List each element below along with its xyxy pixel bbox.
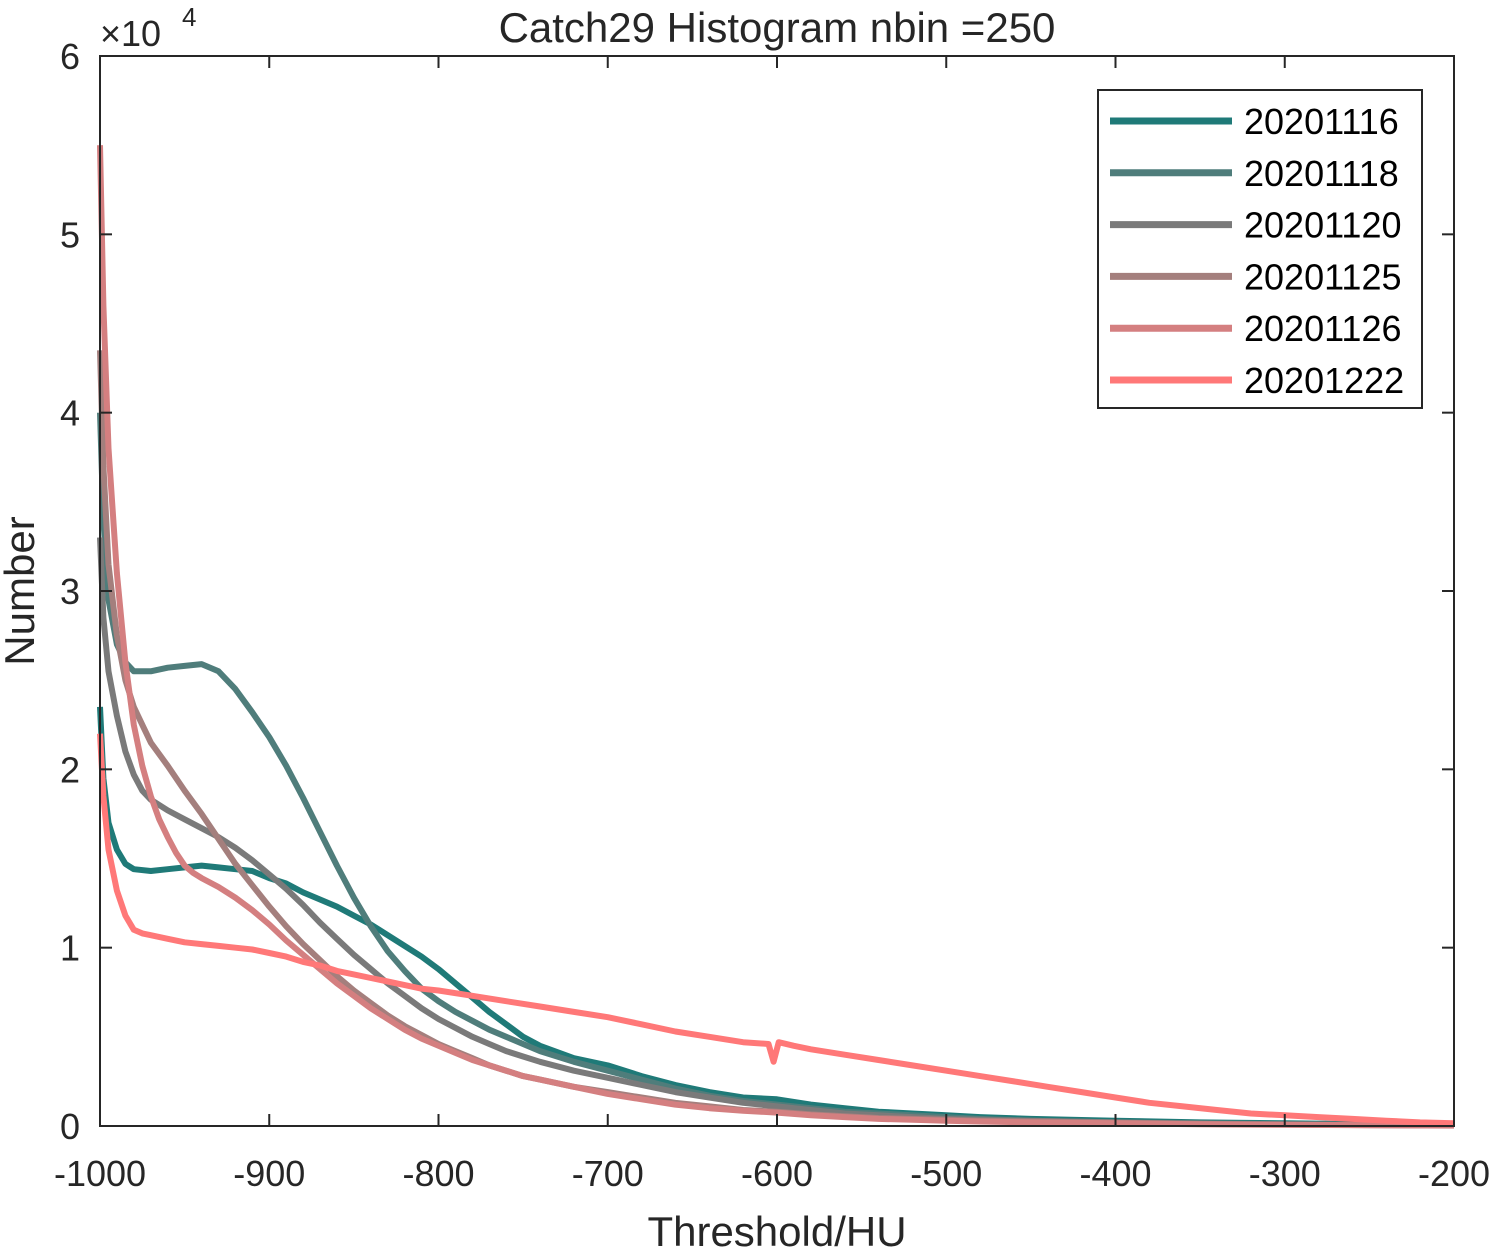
x-tick-label: -800 [402,1153,474,1194]
series-line-20201222 [97,733,1455,1127]
x-tick-label: -300 [1249,1153,1321,1194]
x-axis-label: Threshold/HU [647,1208,906,1250]
y-tick-label: 3 [60,571,80,612]
y-tick-label: 0 [60,1106,80,1147]
legend-label: 20201118 [1244,153,1399,194]
y-exponent-base: ×10 [100,13,161,54]
legend-label: 20201222 [1244,360,1404,401]
plot-area [97,145,1455,1129]
axis-ticks [99,55,1455,1127]
legend-label: 20201125 [1244,256,1402,297]
legend-label: 20201120 [1244,205,1402,246]
y-exponent-label: ×10 4 [100,2,196,54]
legend-label: 20201116 [1244,101,1399,142]
legend-box [1097,89,1423,409]
x-tick-label: -200 [1418,1153,1490,1194]
legend-items: 20201116 20201118 20201120 20201125 20201126… [1110,101,1404,401]
x-tick-label: -400 [1079,1153,1151,1194]
y-exponent-power: 4 [182,2,196,32]
y-tick-label: 2 [60,749,80,790]
x-tick-label: -900 [233,1153,305,1194]
x-tick-label: -600 [741,1153,813,1194]
legend-label: 20201126 [1244,308,1402,349]
series-line-20201126 [97,145,1455,1129]
y-tick-label: 5 [60,214,80,255]
y-tick-label: 1 [60,928,80,969]
axis-tick-labels: -1000 -900 -800 -700 -600 -500 -400 -300 -200 0 1 2… [54,36,1490,1194]
y-axis-label: Number [0,516,43,665]
x-tick-label: -1000 [54,1153,146,1194]
legend: 20201116 20201118 20201120 20201125 20201126… [1097,89,1423,409]
y-tick-label: 6 [60,36,80,77]
chart-title: Catch29 Histogram nbin =250 [499,4,1056,51]
x-tick-label: -500 [910,1153,982,1194]
y-tick-label: 4 [60,393,80,434]
x-tick-label: -700 [572,1153,644,1194]
